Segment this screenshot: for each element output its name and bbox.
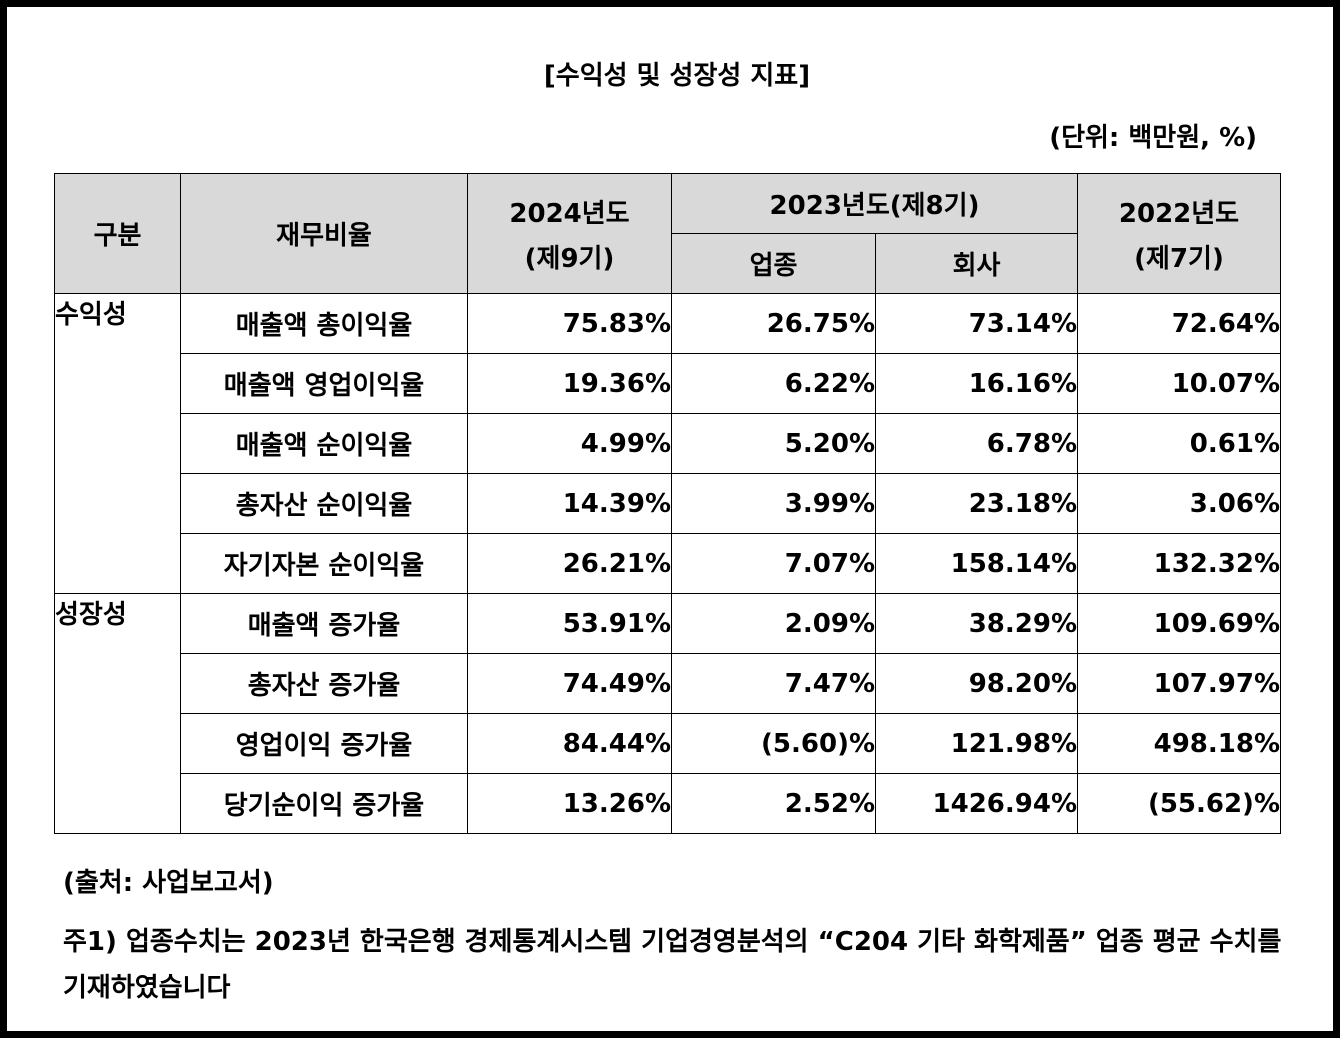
value-fy2023-company: 98.20% — [875, 653, 1078, 714]
header-fy2024-year: 2024년도 — [509, 198, 630, 229]
value-fy2023-industry: 7.07% — [671, 533, 876, 594]
value-fy2023-company: 16.16% — [875, 353, 1078, 414]
value-fy2024: 13.26% — [467, 773, 672, 834]
source-note: (출처: 사업보고서) — [63, 868, 274, 898]
row-label: 매출액 순이익율 — [180, 413, 468, 474]
value-fy2023-industry: (5.60)% — [671, 713, 876, 774]
header-fy2023-industry: 업종 — [671, 233, 876, 294]
header-fy2024-period: (제9기) — [524, 243, 615, 274]
value-fy2022: 72.64% — [1077, 293, 1281, 354]
value-fy2023-company: 1426.94% — [875, 773, 1078, 834]
value-fy2022: (55.62)% — [1077, 773, 1281, 834]
row-label: 총자산 증가율 — [180, 653, 468, 714]
row-label: 당기순이익 증가율 — [180, 773, 468, 834]
value-fy2024: 74.49% — [467, 653, 672, 714]
value-fy2023-industry: 2.09% — [671, 593, 876, 654]
table-row: 영업이익 증가율 84.44% (5.60)% 121.98% 498.18% — [55, 713, 1281, 774]
document-title: [수익성 및 성장성 지표] — [543, 61, 811, 91]
value-fy2022: 498.18% — [1077, 713, 1281, 774]
row-label: 매출액 영업이익율 — [180, 353, 468, 414]
row-label: 매출액 총이익율 — [180, 293, 468, 354]
ratio-table: 구분 재무비율 2024년도 (제9기) 2023년도(제8기) 2022년도 … — [54, 173, 1281, 834]
header-fy2022-period: (제7기) — [1134, 243, 1224, 274]
value-fy2022: 0.61% — [1077, 413, 1281, 474]
value-fy2024: 4.99% — [467, 413, 672, 474]
group-label-growth: 성장성 — [54, 593, 181, 834]
value-fy2022: 107.97% — [1077, 653, 1281, 714]
value-fy2024: 75.83% — [467, 293, 672, 354]
value-fy2023-company: 158.14% — [875, 533, 1078, 594]
table-row: 매출액 영업이익율 19.36% 6.22% 16.16% 10.07% — [55, 353, 1281, 414]
value-fy2023-industry: 6.22% — [671, 353, 876, 414]
value-fy2022: 10.07% — [1077, 353, 1281, 414]
header-fy2023: 2023년도(제8기) — [671, 173, 1078, 234]
header-fy2024: 2024년도 (제9기) — [467, 173, 672, 294]
row-label: 총자산 순이익율 — [180, 473, 468, 534]
footnote: 주1) 업종수치는 2023년 한국은행 경제통계시스템 기업경영분석의 “C2… — [63, 927, 1282, 1003]
value-fy2022: 109.69% — [1077, 593, 1281, 654]
value-fy2023-industry: 3.99% — [671, 473, 876, 534]
ratio-table-body: 수익성 매출액 총이익율 75.83% 26.75% 73.14% 72.64%… — [54, 293, 1281, 834]
value-fy2023-company: 23.18% — [875, 473, 1078, 534]
header-fy2022: 2022년도 (제7기) — [1077, 173, 1281, 294]
row-label: 자기자본 순이익율 — [180, 533, 468, 594]
value-fy2023-industry: 2.52% — [671, 773, 876, 834]
header-ratio: 재무비율 — [180, 173, 468, 294]
value-fy2023-industry: 26.75% — [671, 293, 876, 354]
value-fy2024: 19.36% — [467, 353, 672, 414]
value-fy2023-company: 121.98% — [875, 713, 1078, 774]
value-fy2022: 132.32% — [1077, 533, 1281, 594]
unit-label: (단위: 백만원, %) — [1049, 123, 1257, 153]
header-category: 구분 — [54, 173, 181, 294]
group-label-profitability: 수익성 — [54, 293, 181, 594]
value-fy2023-company: 73.14% — [875, 293, 1078, 354]
row-label: 영업이익 증가율 — [180, 713, 468, 774]
value-fy2023-company: 6.78% — [875, 413, 1078, 474]
row-label: 매출액 증가율 — [180, 593, 468, 654]
value-fy2024: 26.21% — [467, 533, 672, 594]
table-row: 수익성 매출액 총이익율 75.83% 26.75% 73.14% 72.64% — [54, 293, 1281, 594]
value-fy2023-industry: 7.47% — [671, 653, 876, 714]
value-fy2024: 14.39% — [467, 473, 672, 534]
value-fy2023-industry: 5.20% — [671, 413, 876, 474]
table-row: 매출액 순이익율 4.99% 5.20% 6.78% 0.61% — [55, 413, 1281, 474]
value-fy2024: 84.44% — [467, 713, 672, 774]
table-row: 성장성 매출액 증가율 53.91% 2.09% 38.29% 109.69% — [54, 593, 1281, 834]
value-fy2022: 3.06% — [1077, 473, 1281, 534]
value-fy2023-company: 38.29% — [875, 593, 1078, 654]
table-row: 당기순이익 증가율 13.26% 2.52% 1426.94% (55.62)% — [55, 773, 1281, 834]
table-row: 총자산 증가율 74.49% 7.47% 98.20% 107.97% — [55, 653, 1281, 714]
table-row: 자기자본 순이익율 26.21% 7.07% 158.14% 132.32% — [55, 533, 1281, 594]
header-fy2023-company: 회사 — [875, 233, 1078, 294]
value-fy2024: 53.91% — [467, 593, 672, 654]
table-row: 총자산 순이익율 14.39% 3.99% 23.18% 3.06% — [55, 473, 1281, 534]
header-fy2022-year: 2022년도 — [1118, 198, 1240, 229]
